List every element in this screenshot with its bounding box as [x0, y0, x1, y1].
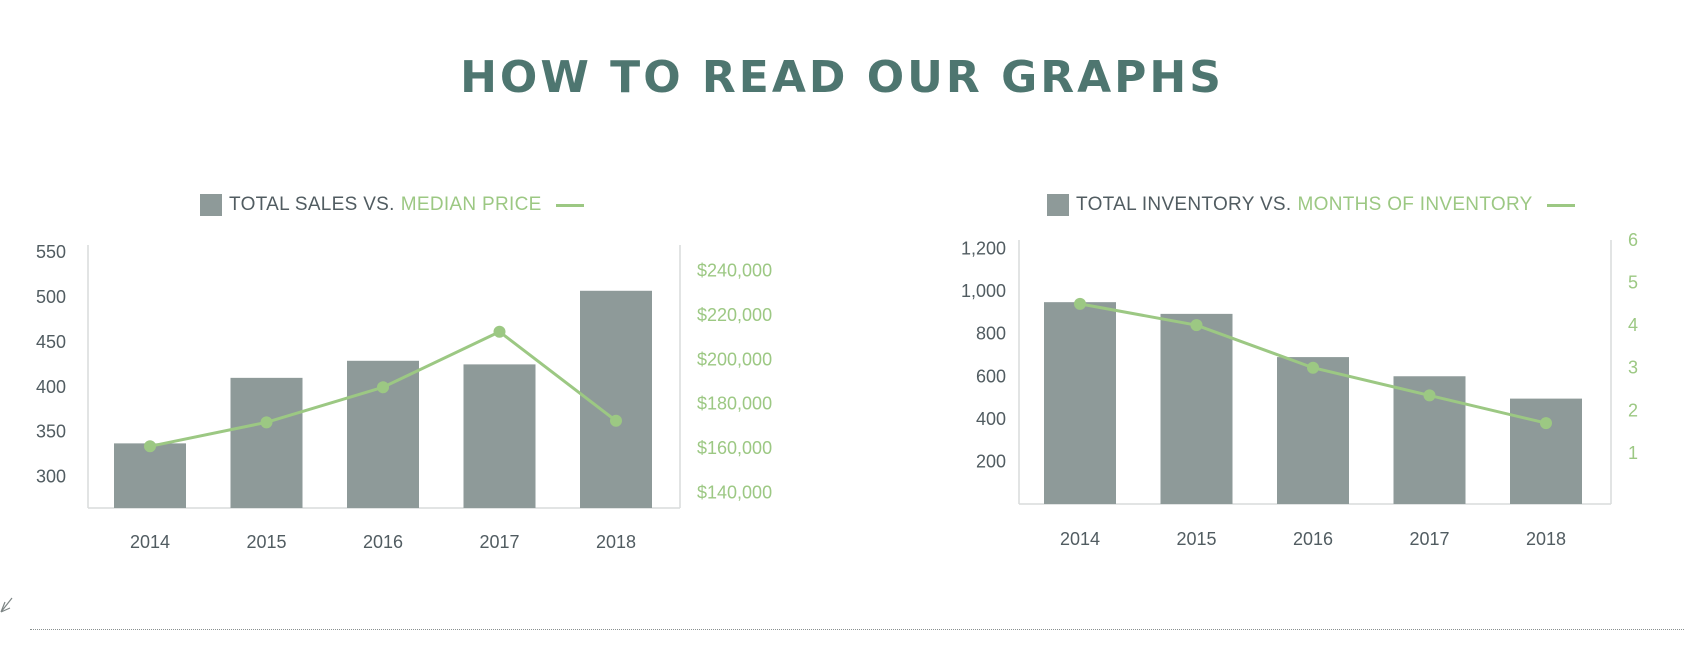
chart1-legend: TOTAL SALES VS. MEDIAN PRICE [200, 194, 584, 216]
left-axis-tick-label: 1,000 [961, 281, 1006, 301]
line-point [1074, 297, 1086, 310]
cursor-arrow-icon [0, 597, 13, 613]
x-axis-tick-label: 2017 [1409, 529, 1449, 549]
right-axis-tick-label: $220,000 [697, 305, 772, 325]
chart2-legend: TOTAL INVENTORY VS. MONTHS OF INVENTORY [1047, 194, 1575, 216]
line-legend-swatch [555, 203, 584, 207]
left-axis-tick-label: 300 [36, 467, 66, 487]
left-axis-tick-label: 800 [976, 324, 1006, 344]
line-point [377, 381, 389, 394]
x-axis-tick-label: 2018 [1526, 529, 1566, 549]
left-axis-tick-label: 400 [36, 377, 66, 397]
bar [1044, 302, 1116, 504]
legend-bar-label: TOTAL SALES VS. [229, 194, 395, 215]
right-axis-tick-label: 5 [1628, 273, 1638, 293]
right-axis-tick-label: $140,000 [697, 482, 772, 502]
right-axis-tick-label: 3 [1628, 358, 1638, 378]
bar [230, 377, 303, 508]
right-axis-tick-label: 6 [1628, 230, 1638, 250]
right-axis-tick-label: 4 [1628, 315, 1638, 335]
left-axis-tick-label: 400 [976, 409, 1006, 429]
left-axis-tick-label: 500 [36, 287, 66, 307]
right-axis-tick-label: 2 [1628, 400, 1638, 420]
left-axis-tick-label: 600 [976, 366, 1006, 386]
x-axis-tick-label: 2014 [1060, 529, 1100, 549]
left-axis-tick-label: 450 [36, 332, 66, 352]
x-axis-tick-label: 2015 [246, 532, 286, 552]
bar-legend-swatch [1047, 194, 1069, 216]
bar-legend-swatch [200, 194, 222, 216]
bar [1277, 357, 1349, 504]
legend-line-label: MEDIAN PRICE [400, 194, 542, 215]
legend-bar-label: TOTAL INVENTORY VS. [1076, 194, 1292, 215]
x-axis-tick-label: 2017 [479, 532, 519, 552]
x-axis-tick-label: 2016 [1293, 529, 1333, 549]
bar [1510, 398, 1582, 504]
line-legend-swatch [1546, 203, 1575, 207]
footer-divider [30, 629, 1684, 630]
left-axis-tick-label: 550 [36, 242, 66, 262]
left-axis-tick-label: 200 [976, 451, 1006, 471]
left-axis-tick-label: 350 [36, 422, 66, 442]
line-point [260, 416, 273, 429]
x-axis-tick-label: 2018 [596, 532, 636, 552]
right-axis-tick-label: $200,000 [697, 349, 772, 369]
page-title: HOW TO READ OUR GRAPHS [460, 52, 1224, 103]
line-point [1540, 417, 1552, 430]
line-point [144, 440, 156, 453]
right-axis-tick-label: $160,000 [697, 438, 772, 458]
x-axis-tick-label: 2016 [363, 532, 403, 552]
line-point [493, 325, 506, 338]
bar [1160, 313, 1233, 504]
line-point [1423, 389, 1436, 402]
bar [580, 290, 652, 508]
left-axis-tick-label: 1,200 [961, 239, 1006, 259]
right-axis-tick-label: $240,000 [697, 261, 772, 281]
x-axis-tick-label: 2015 [1176, 529, 1216, 549]
x-axis-tick-label: 2014 [130, 532, 170, 552]
bar [114, 443, 186, 508]
right-axis-tick-label: $180,000 [697, 394, 772, 414]
bar [463, 364, 536, 508]
line-point [1307, 361, 1319, 374]
line-point [1190, 319, 1203, 332]
right-axis-tick-label: 1 [1628, 443, 1638, 463]
legend-line-label: MONTHS OF INVENTORY [1297, 194, 1533, 215]
line-point [610, 414, 622, 427]
